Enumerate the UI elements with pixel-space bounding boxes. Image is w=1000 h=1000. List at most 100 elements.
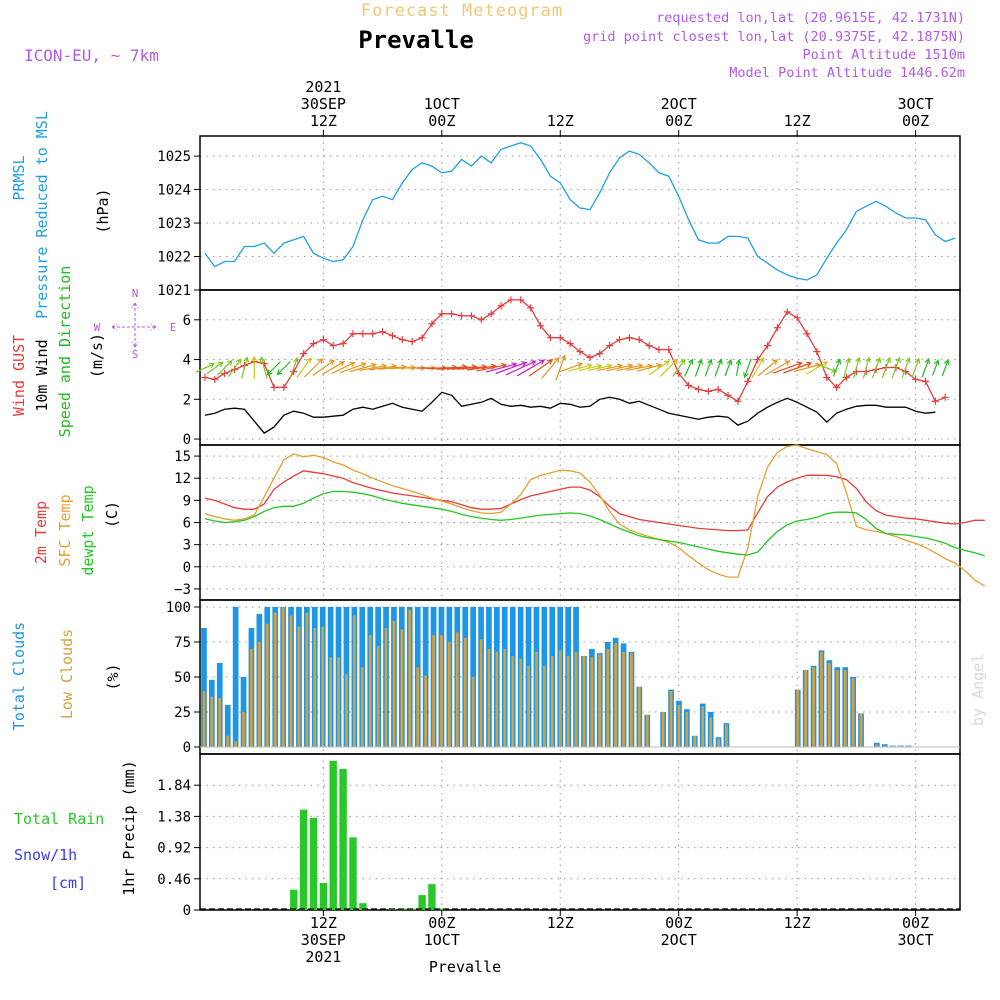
rain-bar [339, 768, 347, 910]
low-clouds-bar [297, 626, 301, 747]
low-clouds-bar [883, 745, 887, 747]
low-clouds-bar [376, 646, 380, 747]
low-clouds-bar [622, 651, 625, 747]
model-altitude: Model Point Altitude 1446.62m [729, 65, 965, 81]
top-time-label: 2OCT [661, 95, 697, 113]
series-prmsl [204, 142, 956, 281]
low-clouds-bar [598, 654, 602, 747]
low-clouds-bar [218, 698, 222, 747]
low-clouds-bar [258, 642, 261, 747]
low-clouds-bar [796, 689, 800, 747]
wind-direction-arrow [241, 356, 249, 379]
panel-wind: 0 2 4 6 Wind GUST 10m Wind Speed and Direction… [10, 266, 961, 448]
y-tick-label: 0.46 [157, 872, 191, 888]
low-clouds-bar [630, 653, 633, 747]
gust-marker [546, 334, 554, 342]
compass-east: E [170, 321, 177, 334]
wind-direction-arrow [485, 362, 518, 373]
gust-marker [487, 310, 495, 318]
top-time-label: 2021 [305, 78, 341, 96]
credit-watermark: by Angel [969, 654, 987, 726]
y-tick-label: 2 [183, 392, 191, 408]
low-clouds-bar [804, 670, 807, 747]
y-tick-label: 1.84 [157, 778, 191, 794]
top-time-label: 12Z [784, 112, 811, 130]
low-clouds-bar [638, 686, 641, 747]
wind-direction-arrow [555, 354, 567, 381]
low-clouds-bar [281, 607, 285, 747]
low-clouds-bar [210, 696, 214, 747]
gust-marker [655, 346, 663, 354]
gust-marker [764, 342, 772, 350]
low-clouds-bar [661, 712, 665, 747]
low-clouds-bar [693, 735, 697, 747]
y-axis-unit: (m/s) [88, 333, 106, 378]
low-clouds-bar [384, 628, 388, 747]
wind-direction-arrow [694, 358, 703, 377]
low-clouds-bar [273, 612, 277, 747]
top-time-label: 12Z [310, 112, 337, 130]
bottom-time-label: 3OCT [898, 931, 934, 949]
gust-marker [645, 342, 653, 350]
gust-marker [793, 314, 801, 322]
point-altitude: Point Altitude 1510m [802, 47, 965, 63]
low-clouds-bar [907, 745, 910, 747]
low-clouds-bar [392, 621, 396, 747]
wind-direction-arrow [881, 356, 891, 379]
rain-bar [349, 837, 357, 910]
wind-direction-arrow [251, 355, 258, 380]
gust-marker [615, 336, 623, 344]
bottom-time-label: 2OCT [661, 931, 697, 949]
wind-direction-arrow [568, 363, 593, 372]
wind-direction-arrow [528, 359, 554, 377]
low-clouds-bar [875, 744, 879, 747]
y-axis-label: PRMSL [10, 155, 28, 200]
rain-bar [329, 760, 337, 910]
low-clouds-bar [242, 712, 245, 747]
low-clouds-bar [329, 657, 332, 747]
y-axis-label: Wind GUST [10, 335, 28, 416]
wind-direction-arrow [516, 359, 546, 377]
low-clouds-bar [234, 741, 237, 747]
low-clouds-bar [440, 635, 443, 747]
top-time-label: 3OCT [898, 95, 934, 113]
low-clouds-bar [645, 714, 649, 747]
low-clouds-bar [463, 637, 467, 747]
wind-direction-arrow [195, 362, 216, 373]
low-clouds-bar [416, 667, 420, 747]
panel-precip: 0 0.46 0.92 1.38 1.84 Total Rain Snow/1h [cm] 1h… [14, 753, 961, 919]
low-clouds-bar [321, 626, 325, 747]
chart-subtitle: Forecast Meteogram [361, 1, 563, 21]
gust-marker [428, 320, 436, 328]
y-tick-label: 4 [183, 353, 191, 369]
series-sfc-temp [204, 444, 986, 587]
gust-marker [714, 385, 722, 393]
wind-direction-arrow [941, 358, 950, 377]
low-clouds-bar [558, 650, 562, 747]
y-tick-label: 1025 [157, 149, 191, 165]
gust-marker [744, 377, 752, 385]
top-time-label: 00Z [428, 112, 455, 130]
low-clouds-bar [725, 724, 728, 747]
wind-direction-arrow [843, 357, 851, 378]
wind-direction-arrow [932, 359, 940, 376]
wind-direction-arrow [724, 358, 733, 377]
low-clouds-bar [305, 612, 309, 747]
y-tick-label: 1022 [157, 250, 191, 266]
y-tick-label: 6 [183, 516, 191, 532]
y-axis-unit: (%) [104, 663, 122, 690]
gust-marker [606, 342, 614, 350]
low-clouds-bar [590, 657, 594, 747]
bottom-time-label: 12Z [784, 914, 811, 932]
low-clouds-bar [424, 675, 427, 747]
series-10m-wind [204, 391, 936, 434]
low-clouds-bar [495, 651, 499, 747]
gust-marker [477, 316, 485, 324]
wind-direction-arrow [704, 358, 713, 377]
gust-marker [823, 373, 831, 381]
wind-direction-arrow [322, 361, 346, 375]
low-clouds-bar [812, 667, 815, 747]
gust-marker [418, 334, 426, 342]
wind-direction-arrow [901, 357, 911, 379]
